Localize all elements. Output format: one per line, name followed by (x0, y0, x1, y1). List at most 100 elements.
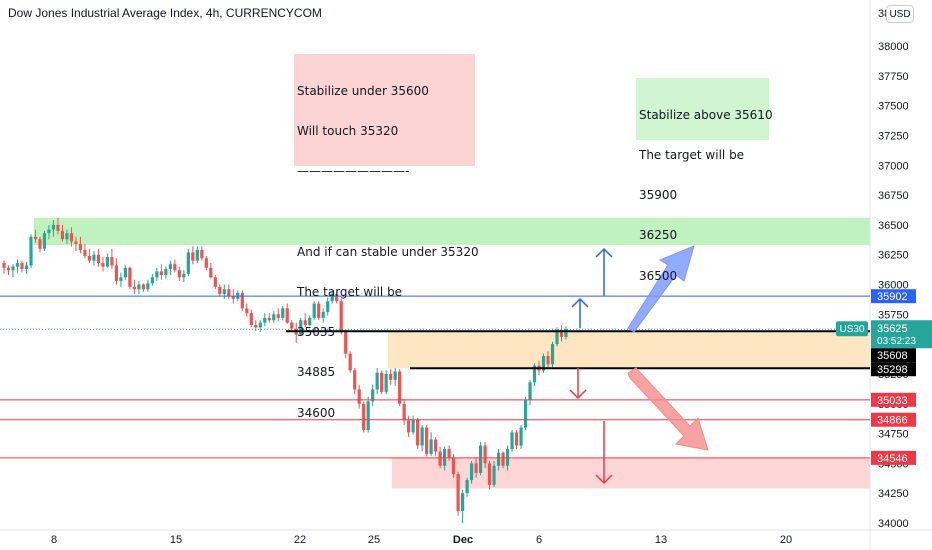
candle-body (326, 301, 330, 312)
candle-body (308, 317, 312, 326)
time-tick-label: 20 (780, 534, 792, 546)
candle-body (555, 329, 559, 345)
candle-body (348, 353, 352, 371)
candle-body (15, 263, 20, 267)
time-tick-label: 15 (170, 534, 182, 546)
candle-body (335, 294, 339, 302)
bullish-scenario-note[interactable]: Stabilize above 35610 The target will be… (636, 78, 773, 283)
target-zone (392, 457, 870, 489)
candle-body (416, 419, 420, 446)
candle-body (429, 439, 433, 454)
note-line: 34885 (297, 365, 336, 380)
candle-body (312, 303, 316, 318)
candle-body (407, 420, 411, 433)
candle-body (281, 308, 285, 318)
candle-body (101, 263, 105, 267)
time-tick-label: 8 (51, 534, 57, 546)
candle-body (56, 224, 60, 231)
candle-body (42, 233, 47, 249)
candle-body (267, 317, 271, 321)
candle-body (96, 254, 101, 264)
down-arrow-small-head (569, 389, 587, 400)
candle-body (177, 270, 181, 278)
candle-body (303, 320, 307, 326)
arrows (569, 245, 709, 485)
candle-body (460, 493, 465, 512)
candle-body (191, 252, 195, 261)
candle-body (123, 267, 127, 278)
candle-body (65, 233, 69, 240)
price-tick-label: 34250 (878, 488, 909, 500)
candle-body (541, 356, 546, 371)
price-label-text: 35608 (877, 350, 908, 362)
candle-body (299, 320, 303, 335)
note-line: And if can stable under 35320 (297, 244, 479, 259)
candle-body (380, 372, 384, 392)
note-line: The target will be (297, 284, 403, 299)
candle-body (110, 257, 114, 266)
candle-body (249, 313, 253, 326)
candle-body (375, 372, 379, 390)
candle-body (254, 325, 258, 328)
current-price-label (871, 320, 932, 349)
candle-body (474, 463, 478, 473)
candle-body (200, 249, 204, 259)
candle-body (496, 452, 501, 466)
candle-body (245, 308, 249, 314)
candle-body (69, 233, 74, 242)
candle-body (559, 329, 564, 337)
candle-body (290, 322, 294, 329)
candle-body (182, 273, 186, 278)
candle-body (119, 277, 123, 281)
candle-body (164, 268, 168, 275)
bullish-projection-arrow (627, 245, 695, 333)
time-tick-label: 13 (655, 534, 667, 546)
candle-body (47, 229, 51, 234)
note-line: Stabilize under 35600 (297, 83, 429, 98)
horizontal-lines (0, 295, 870, 459)
candle-body (29, 236, 33, 266)
price-tick-label: 37750 (878, 71, 909, 83)
candle-body (456, 474, 460, 512)
candle-body (550, 344, 555, 365)
price-label (871, 412, 916, 427)
candle-body (155, 271, 159, 278)
candle-body (24, 265, 29, 269)
note-line: 35900 (639, 188, 678, 203)
candle-body (146, 283, 150, 290)
candle-body (240, 292, 244, 309)
candle-body (11, 266, 15, 271)
price-tick-label: 36500 (878, 220, 909, 232)
candle-body (83, 249, 87, 256)
bearish-projection-arrow (627, 367, 709, 451)
candle-body (218, 286, 222, 295)
candle-body (51, 224, 56, 230)
up-arrow-small-head (571, 297, 589, 308)
time-tick-label: Dec (453, 534, 473, 546)
candle-body (150, 277, 154, 284)
price-label-text: 35902 (877, 291, 908, 303)
price-tick-label: 35750 (878, 309, 909, 321)
note-line: 34600 (297, 405, 336, 420)
note-line: 36250 (639, 228, 678, 243)
candle-body (276, 314, 280, 318)
candle-body (514, 432, 519, 446)
note-line: —————————- (297, 164, 410, 179)
candle-body (402, 403, 406, 421)
candle-body (38, 239, 42, 249)
currency-button[interactable]: USD (886, 5, 914, 23)
note-line: ​ (297, 205, 472, 218)
candle-body (469, 463, 474, 481)
candle-body (258, 322, 262, 328)
candle-body (60, 230, 65, 240)
note-line: Will touch 35320 (297, 124, 399, 139)
candle-body (528, 382, 532, 401)
bearish-scenario-note[interactable]: Stabilize under 35600 Will touch 35320 —… (294, 54, 479, 419)
candle-body (438, 451, 442, 466)
candle-body (478, 445, 483, 473)
candle-body (173, 264, 177, 271)
price-label (871, 450, 916, 465)
candle-body (564, 329, 568, 337)
